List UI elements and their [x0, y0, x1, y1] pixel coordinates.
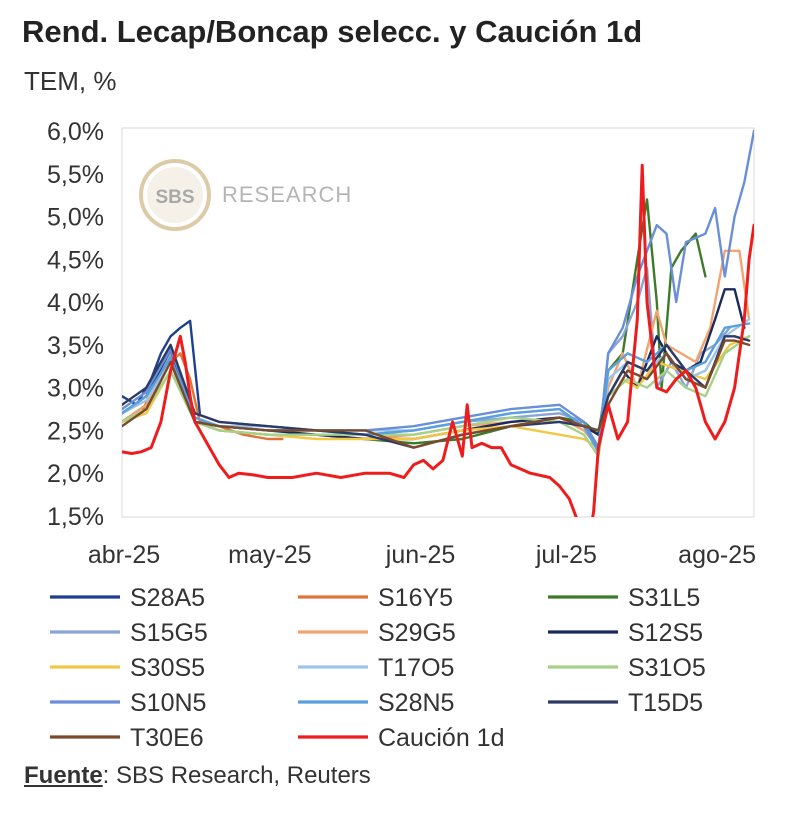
y-tick-label: 2,5%	[47, 417, 104, 445]
series-line-t15d5	[122, 335, 751, 449]
x-tick-label: jun-25	[385, 541, 456, 569]
legend-label: S16Y5	[378, 584, 453, 612]
y-tick-label: 4,0%	[47, 289, 104, 317]
legend-label: T17O5	[378, 654, 454, 682]
legend-label: Caución 1d	[378, 724, 504, 752]
watermark-logo-text: SBS	[155, 187, 194, 208]
y-axis: 1,5% 2,0% 2,5% 3,0% 3,5% 4,0% 4,5% 5,0% 5,5% 6,0%	[47, 118, 104, 531]
legend-label: S30S5	[130, 654, 205, 682]
y-tick-label: 4,5%	[47, 246, 104, 274]
source-text: : SBS Research, Reuters	[102, 762, 371, 789]
legend-label: S28A5	[130, 584, 205, 612]
legend-label: S31L5	[628, 584, 700, 612]
watermark-logo-inner	[147, 167, 203, 223]
x-tick-label: jul-25	[535, 541, 597, 569]
watermark: SBS RESEARCH	[139, 159, 352, 231]
watermark-text: RESEARCH	[222, 182, 352, 207]
x-tick-label: may-25	[228, 541, 311, 569]
y-tick-label: 5,0%	[47, 204, 104, 232]
y-tick-label: 6,0%	[47, 118, 104, 146]
legend-label: S12S5	[628, 619, 703, 647]
legend-label: S29G5	[378, 619, 456, 647]
y-tick-label: 5,5%	[47, 161, 104, 189]
y-tick-label: 3,5%	[47, 332, 104, 360]
watermark-logo-ring	[139, 159, 211, 231]
source-note: Fuente: SBS Research, Reuters	[24, 762, 371, 790]
x-tick-label: abr-25	[88, 541, 160, 569]
legend-label: S10N5	[130, 689, 206, 717]
legend-label: S28N5	[378, 689, 454, 717]
y-tick-label: 1,5%	[47, 503, 104, 531]
series-lines	[122, 129, 754, 517]
chart-subtitle: TEM, %	[24, 66, 117, 96]
series-line-cauci-n-1d	[122, 163, 754, 517]
legend-label: T15D5	[628, 689, 703, 717]
legend-label: S15G5	[130, 619, 208, 647]
legend: S28A5 S16Y5 S31L5 S15G5 S29G5 S12S5 S30S5 T17O5…	[50, 584, 706, 752]
legend-label: S31O5	[628, 654, 706, 682]
y-tick-label: 3,0%	[47, 375, 104, 403]
source-label: Fuente	[24, 762, 103, 789]
x-axis: abr-25 may-25 jun-25 jul-25 ago-25	[88, 541, 756, 569]
x-tick-label: ago-25	[678, 541, 756, 569]
chart-title: Rend. Lecap/Boncap selecc. y Caución 1d	[22, 14, 643, 49]
y-tick-label: 2,0%	[47, 460, 104, 488]
legend-label: T30E6	[130, 724, 204, 752]
